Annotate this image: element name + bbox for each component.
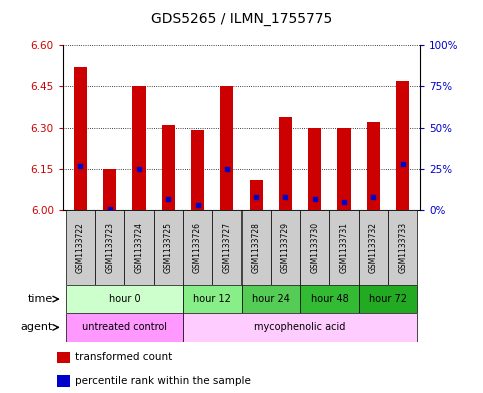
Text: transformed count: transformed count xyxy=(75,352,172,362)
Text: time: time xyxy=(28,294,53,304)
Text: GSM1133732: GSM1133732 xyxy=(369,222,378,273)
Text: GSM1133729: GSM1133729 xyxy=(281,222,290,273)
Bar xyxy=(66,210,95,285)
Text: hour 48: hour 48 xyxy=(311,294,348,304)
Text: GSM1133731: GSM1133731 xyxy=(340,222,349,273)
Bar xyxy=(279,117,292,210)
Bar xyxy=(250,180,263,210)
Bar xyxy=(183,313,417,342)
Text: GSM1133730: GSM1133730 xyxy=(310,222,319,273)
Bar xyxy=(57,352,70,364)
Bar xyxy=(124,210,154,285)
Text: agent: agent xyxy=(21,322,53,332)
Bar xyxy=(242,285,300,313)
Text: hour 72: hour 72 xyxy=(369,294,407,304)
Bar xyxy=(212,210,242,285)
Text: GSM1133722: GSM1133722 xyxy=(76,222,85,273)
Bar xyxy=(95,210,124,285)
Bar xyxy=(242,210,271,285)
Bar xyxy=(57,375,70,387)
Bar xyxy=(66,313,183,342)
Text: GSM1133728: GSM1133728 xyxy=(252,222,261,273)
Text: percentile rank within the sample: percentile rank within the sample xyxy=(75,376,251,386)
Text: GSM1133723: GSM1133723 xyxy=(105,222,114,273)
Text: hour 0: hour 0 xyxy=(109,294,140,304)
Bar xyxy=(132,86,145,210)
Bar xyxy=(367,122,380,210)
Text: hour 24: hour 24 xyxy=(252,294,290,304)
Bar xyxy=(359,210,388,285)
Text: GDS5265 / ILMN_1755775: GDS5265 / ILMN_1755775 xyxy=(151,12,332,26)
Text: GSM1133725: GSM1133725 xyxy=(164,222,173,273)
Bar xyxy=(308,128,321,210)
Bar xyxy=(359,285,417,313)
Text: untreated control: untreated control xyxy=(82,322,167,332)
Bar xyxy=(162,125,175,210)
Text: mycophenolic acid: mycophenolic acid xyxy=(255,322,346,332)
Bar xyxy=(74,67,87,210)
Bar xyxy=(183,285,242,313)
Text: GSM1133733: GSM1133733 xyxy=(398,222,407,273)
Bar xyxy=(388,210,417,285)
Text: GSM1133726: GSM1133726 xyxy=(193,222,202,273)
Bar xyxy=(396,81,409,210)
Bar xyxy=(154,210,183,285)
Bar xyxy=(191,130,204,210)
Bar xyxy=(300,210,329,285)
Bar xyxy=(183,210,212,285)
Text: GSM1133724: GSM1133724 xyxy=(134,222,143,273)
Bar xyxy=(66,285,183,313)
Text: GSM1133727: GSM1133727 xyxy=(222,222,231,273)
Text: hour 12: hour 12 xyxy=(193,294,231,304)
Bar xyxy=(329,210,359,285)
Bar xyxy=(300,285,359,313)
Bar xyxy=(338,128,351,210)
Bar xyxy=(103,169,116,210)
Bar xyxy=(220,86,233,210)
Bar xyxy=(271,210,300,285)
